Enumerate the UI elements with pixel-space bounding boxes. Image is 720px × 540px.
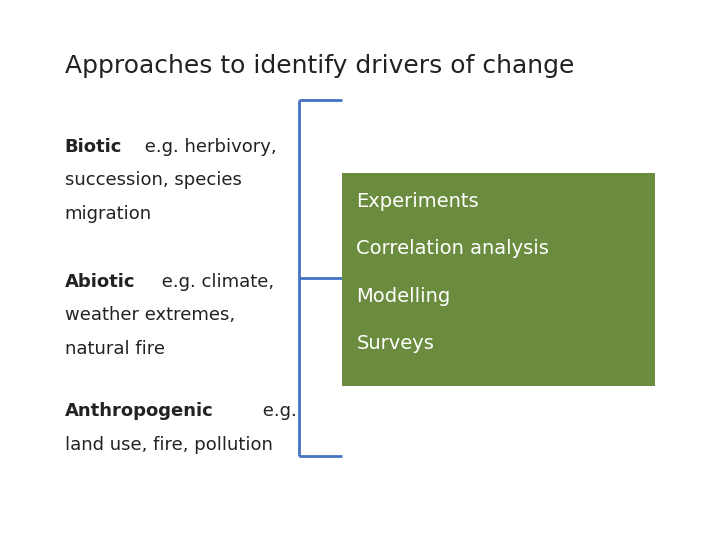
Text: e.g.: e.g. (257, 402, 297, 420)
Text: Experiments: Experiments (356, 192, 479, 211)
Text: natural fire: natural fire (65, 340, 165, 357)
Text: Biotic: Biotic (65, 138, 122, 156)
Text: Modelling: Modelling (356, 287, 451, 306)
Text: migration: migration (65, 205, 152, 222)
Text: succession, species: succession, species (65, 171, 242, 189)
Text: Abiotic: Abiotic (65, 273, 135, 291)
Text: Anthropogenic: Anthropogenic (65, 402, 214, 420)
Text: land use, fire, pollution: land use, fire, pollution (65, 436, 273, 454)
Text: e.g. herbivory,: e.g. herbivory, (139, 138, 276, 156)
Text: Correlation analysis: Correlation analysis (356, 239, 549, 258)
Text: Approaches to identify drivers of change: Approaches to identify drivers of change (65, 54, 574, 78)
Text: e.g. climate,: e.g. climate, (156, 273, 274, 291)
FancyBboxPatch shape (342, 173, 655, 386)
Text: Surveys: Surveys (356, 334, 434, 353)
Text: weather extremes,: weather extremes, (65, 306, 235, 324)
